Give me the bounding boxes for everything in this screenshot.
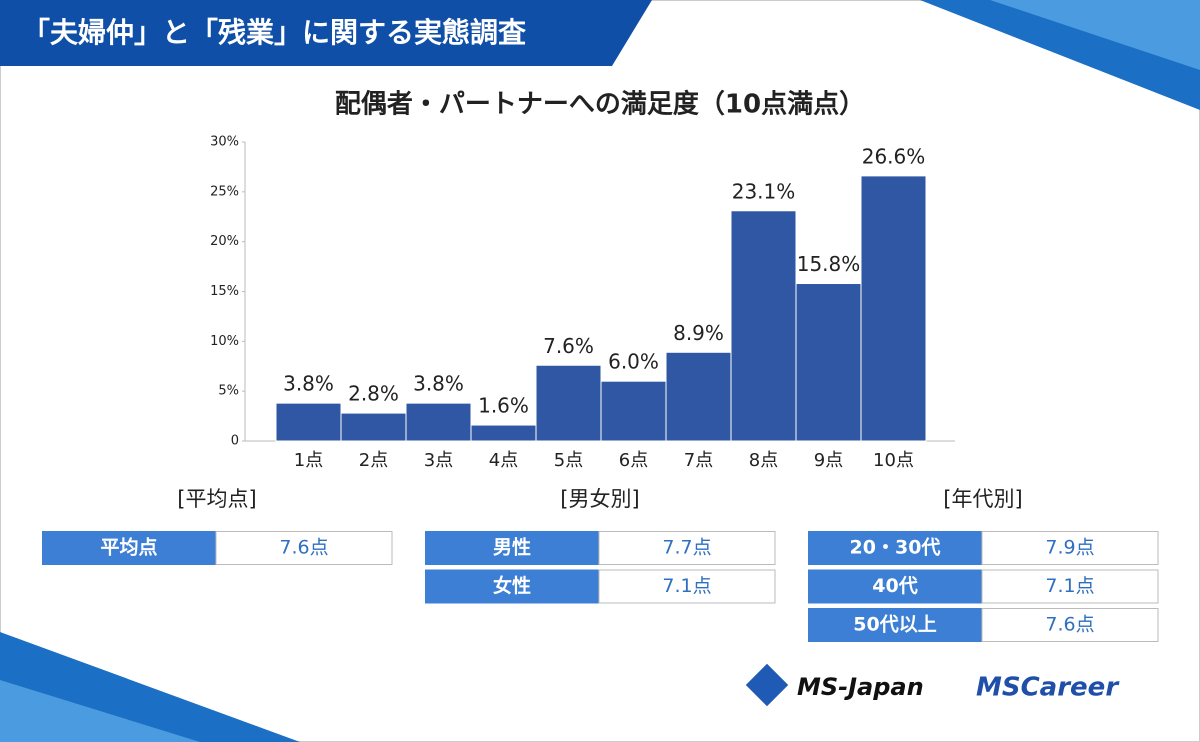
bar: [600, 380, 667, 442]
row-label: 男性: [493, 536, 531, 559]
bar: [665, 351, 732, 442]
y-tick-label: 15%: [210, 284, 239, 299]
chart-title: 配偶者・パートナーへの満足度（10点満点）: [335, 89, 865, 120]
row-label: 50代以上: [853, 614, 936, 636]
decor-stripe: [0, 680, 200, 742]
header-banner: [0, 0, 652, 66]
bar: [535, 364, 602, 442]
table-heading: [平均点]: [177, 487, 256, 511]
row-value-cell: [981, 608, 1159, 642]
value-label: 6.0%: [608, 350, 659, 374]
bar: [405, 402, 472, 442]
row-value: 7.6点: [1045, 614, 1094, 636]
value-label: 8.9%: [673, 321, 724, 345]
row-label-cell: [425, 569, 599, 604]
row-label-cell: [42, 531, 216, 565]
row-label-cell: [425, 531, 599, 565]
row-label-cell: [808, 531, 982, 565]
bar: [470, 424, 537, 442]
value-label: 3.8%: [283, 372, 334, 396]
value-label: 3.8%: [413, 372, 464, 396]
row-value-cell: [215, 531, 393, 565]
row-value: 7.9点: [1045, 537, 1094, 559]
bar: [860, 175, 927, 442]
x-tick-label: 10点: [873, 450, 914, 471]
row-value: 7.6点: [279, 537, 328, 559]
x-tick-label: 9点: [814, 450, 843, 471]
row-value-cell: [598, 569, 776, 604]
y-tick-label: 30%: [210, 135, 239, 150]
row-value: 7.1点: [1045, 575, 1094, 597]
logo-text: MS-Japan: [797, 673, 924, 701]
row-label-cell: [808, 608, 982, 642]
table-heading: [年代別]: [943, 487, 1022, 511]
y-tick-label: 0: [231, 434, 239, 449]
value-label: 7.6%: [543, 334, 594, 358]
row-label: 女性: [493, 574, 531, 597]
decor-stripe: [990, 0, 1200, 70]
row-value-cell: [981, 531, 1159, 565]
row-value: 7.1点: [662, 575, 711, 597]
row-label: 20・30代: [850, 537, 941, 559]
row-value-cell: [598, 531, 776, 565]
x-tick-label: 1点: [294, 450, 323, 471]
x-tick-label: 5点: [554, 450, 583, 471]
x-tick-label: 2点: [359, 450, 388, 471]
value-label: 2.8%: [348, 382, 399, 406]
x-tick-label: 6点: [619, 450, 648, 471]
table-heading: [男女別]: [560, 487, 639, 511]
value-label: 26.6%: [862, 144, 926, 168]
row-value-cell: [981, 569, 1159, 604]
logo-text: MSCareer: [976, 673, 1120, 703]
y-tick-label: 25%: [210, 184, 239, 199]
bar: [340, 412, 407, 442]
header-title: 「夫婦仲」と「残業」に関する実態調査: [22, 16, 526, 49]
row-label: 平均点: [100, 536, 157, 559]
bar: [730, 210, 797, 442]
y-tick-label: 10%: [210, 334, 239, 349]
bar: [795, 283, 862, 442]
x-tick-label: 8点: [749, 450, 778, 471]
row-label: 40代: [872, 575, 917, 597]
value-label: 1.6%: [478, 394, 529, 418]
x-tick-label: 3点: [424, 450, 453, 471]
row-value: 7.7点: [662, 537, 711, 559]
value-label: 23.1%: [732, 179, 796, 203]
row-label-cell: [808, 569, 982, 604]
y-tick-label: 5%: [218, 384, 239, 399]
bar: [275, 402, 342, 442]
y-tick-label: 20%: [210, 234, 239, 249]
x-tick-label: 7点: [684, 450, 713, 471]
value-label: 15.8%: [797, 252, 861, 276]
x-tick-label: 4点: [489, 450, 518, 471]
